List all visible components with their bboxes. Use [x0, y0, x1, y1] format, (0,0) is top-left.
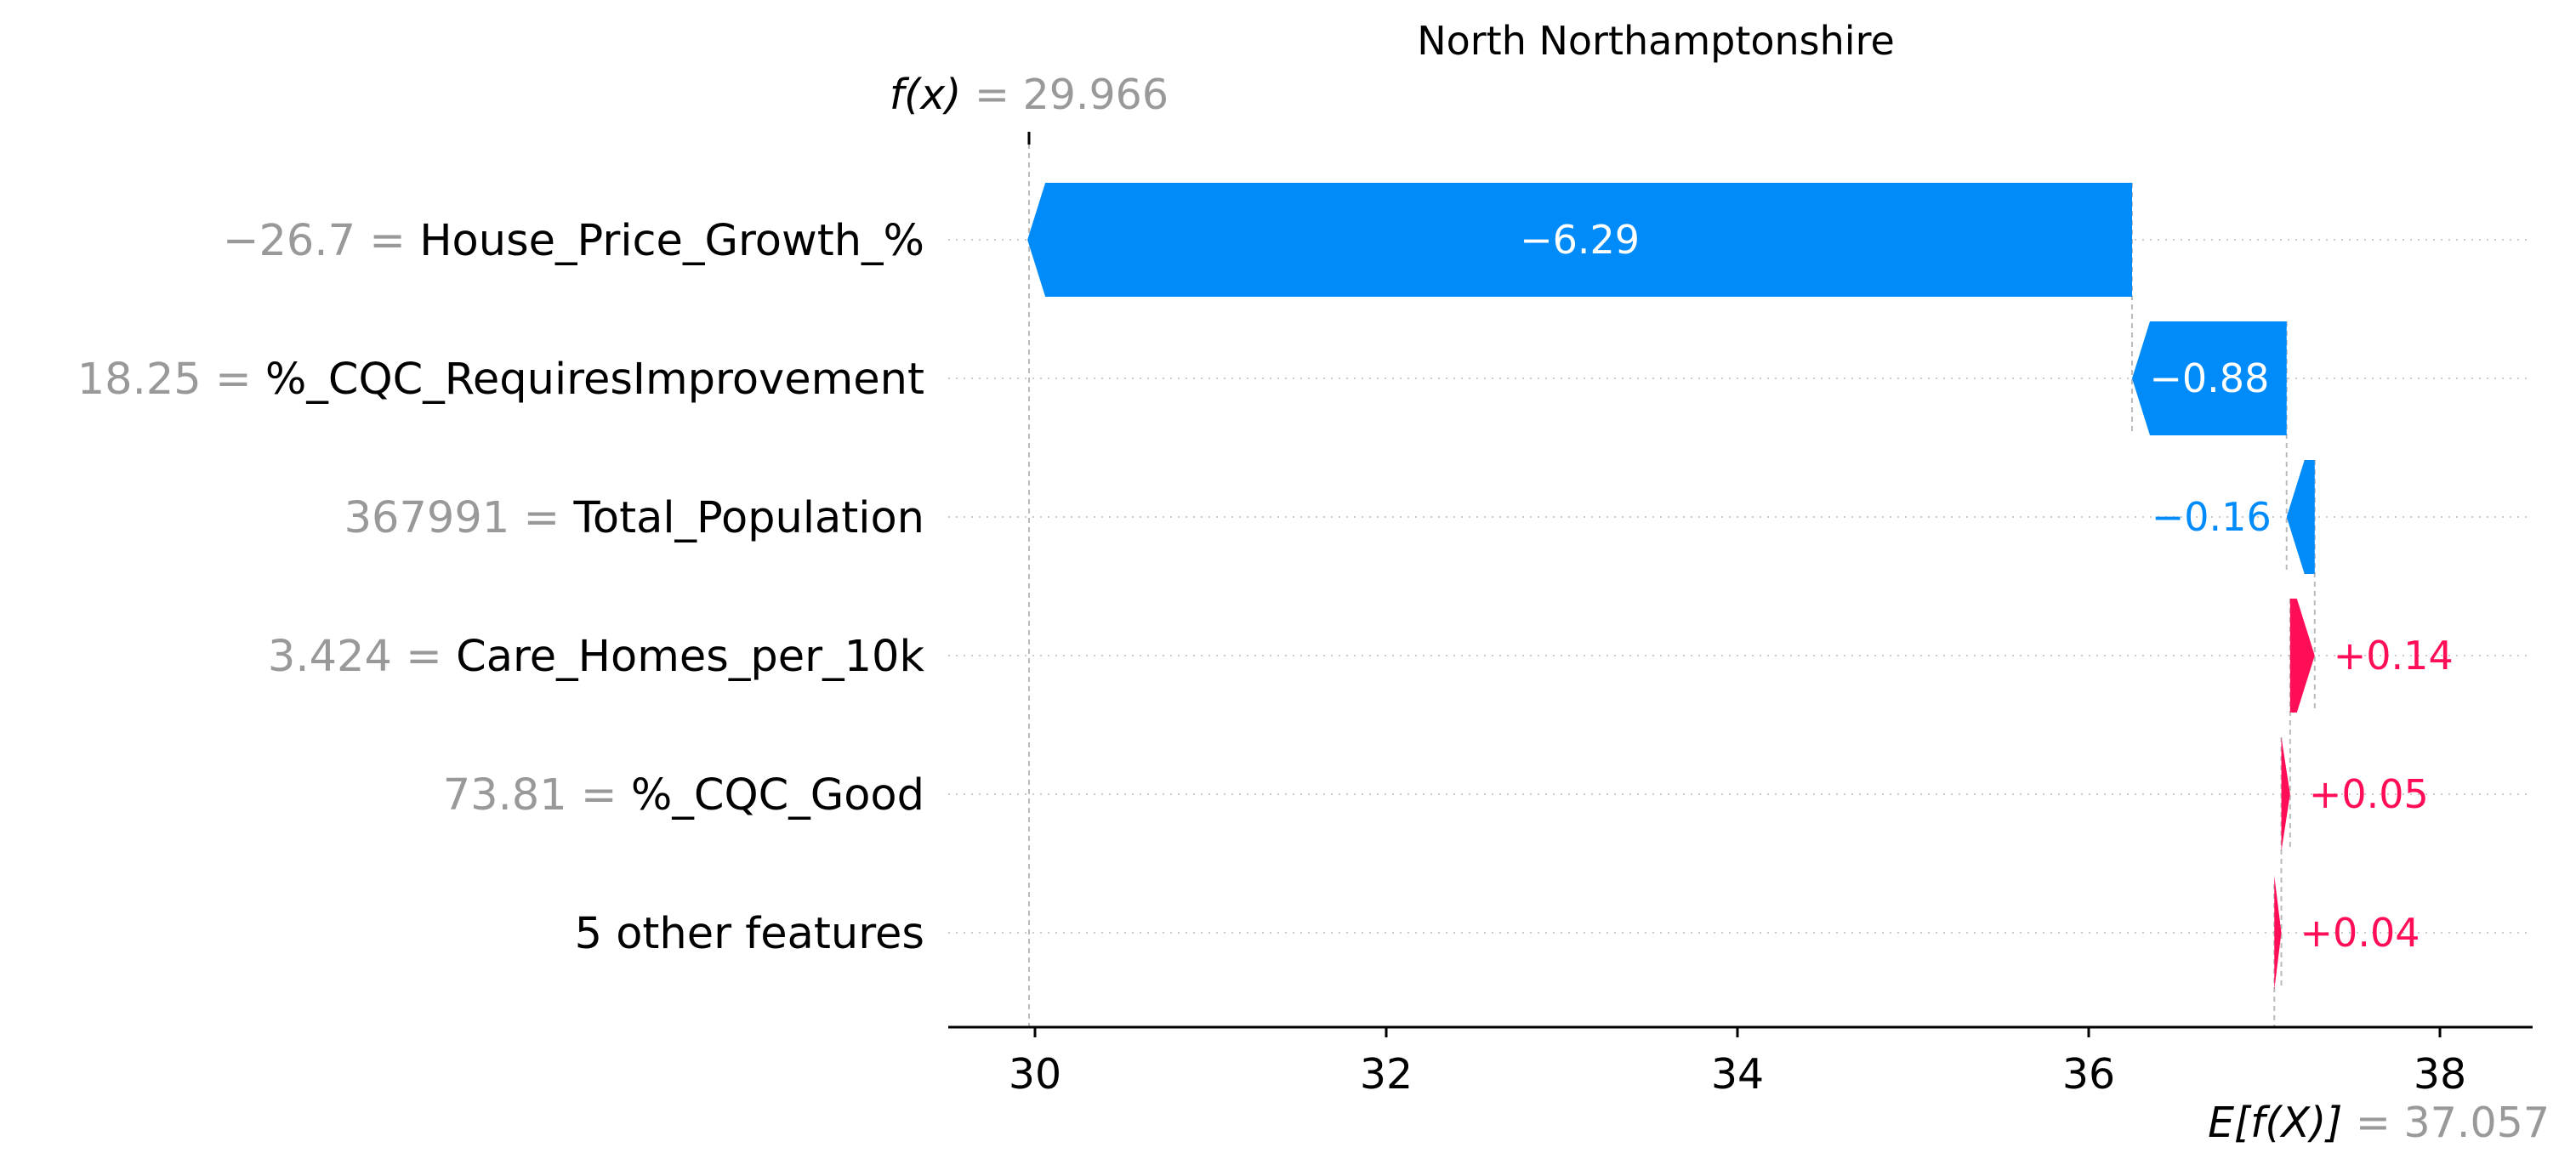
waterfall-bar [2132, 321, 2287, 435]
fx-value: = 29.966 [975, 71, 1169, 119]
feature-value: 73.81 = [443, 770, 631, 821]
x-tick-label: 38 [2414, 1050, 2466, 1099]
bar-value-label: +0.14 [2334, 633, 2454, 679]
x-tick-label: 36 [2062, 1050, 2115, 1099]
feature-label: −26.7 = House_Price_Growth_% [223, 216, 924, 266]
fx-label: f(x) [890, 71, 975, 119]
waterfall-bar [2286, 460, 2315, 574]
base-label: E[f(X)] [2208, 1099, 2356, 1147]
bar-value-label: −0.16 [2152, 494, 2272, 540]
waterfall-bar [2274, 876, 2282, 990]
label-layer: −6.29 −26.7 = House_Price_Growth_% −0.88 18… [77, 216, 2454, 959]
bar-layer [1027, 183, 2315, 990]
bar-value-label: −0.88 [2149, 355, 2269, 401]
x-tick-label: 30 [1009, 1050, 1061, 1099]
guide-layer [1027, 132, 2316, 1027]
waterfall-bar [2289, 599, 2315, 713]
feature-value: −26.7 = [223, 216, 419, 266]
annotation-layer: f(x) = 29.966 E[f(X)] = 37.057 [890, 71, 2550, 1147]
fx-annotation: f(x) = 29.966 [890, 71, 1169, 119]
feature-name: 5 other features [575, 909, 924, 959]
x-axis: 30 32 34 36 38 [948, 1025, 2533, 1099]
feature-label: 18.25 = %_CQC_RequiresImprovement [77, 355, 924, 405]
feature-name: House_Price_Growth_% [419, 216, 924, 266]
x-tick-label: 32 [1360, 1050, 1413, 1099]
waterfall-bar [2281, 737, 2290, 851]
base-annotation: E[f(X)] = 37.057 [2208, 1099, 2550, 1147]
feature-label: 5 other features [575, 909, 924, 959]
waterfall-bar [1027, 183, 2133, 297]
feature-name: %_CQC_Good [631, 770, 924, 821]
feature-name: Care_Homes_per_10k [456, 632, 924, 682]
base-value: = 37.057 [2356, 1099, 2550, 1147]
feature-name: Total_Population [572, 493, 924, 543]
bar-value-label: +0.05 [2309, 771, 2429, 817]
feature-label: 3.424 = Care_Homes_per_10k [268, 632, 925, 682]
feature-value: 3.424 = [268, 632, 456, 682]
feature-value: 367991 = [344, 493, 574, 543]
feature-label: 73.81 = %_CQC_Good [443, 770, 924, 821]
feature-label: 367991 = Total_Population [344, 493, 924, 543]
bar-value-label: +0.04 [2300, 910, 2420, 956]
chart-title: North Northamptonshire [1417, 18, 1895, 64]
x-tick-label: 34 [1711, 1050, 1764, 1099]
feature-name: %_CQC_RequiresImprovement [265, 355, 924, 405]
bar-value-label: −6.29 [1520, 217, 1640, 263]
grid-layer [948, 239, 2533, 934]
feature-value: 18.25 = [77, 355, 265, 405]
